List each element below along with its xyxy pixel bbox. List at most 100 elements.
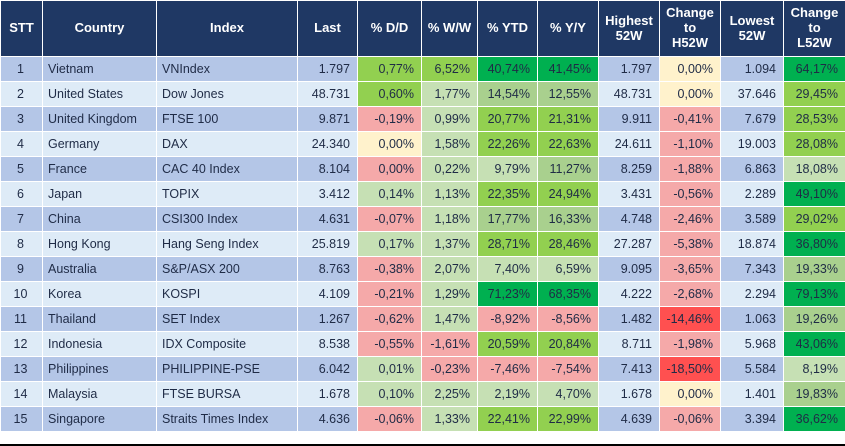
cell-index: Hang Seng Index xyxy=(156,231,298,257)
cell-dd: 0,00% xyxy=(357,156,422,182)
cell-index: TOPIX xyxy=(156,181,298,207)
cell-stt: 12 xyxy=(0,331,43,357)
cell-chg-l: 28,08% xyxy=(783,131,845,157)
table-row: 8 Hong Kong Hang Seng Index 25.819 0,17% 1,37… xyxy=(0,231,845,257)
table-row: 13 Philippines PHILIPPINE-PSE 6.042 0,01% -0,… xyxy=(0,356,845,382)
cell-high: 4.639 xyxy=(598,406,660,432)
cell-country: Indonesia xyxy=(42,331,157,357)
col-header-lowest52w: Lowest 52W xyxy=(720,0,784,57)
cell-country: China xyxy=(42,206,157,232)
cell-yy: 28,46% xyxy=(537,231,599,257)
cell-ytd: 40,74% xyxy=(477,56,538,82)
col-header-chg-l52w: Change to L52W xyxy=(783,0,845,57)
cell-low: 18.874 xyxy=(720,231,784,257)
cell-dd: -0,38% xyxy=(357,256,422,282)
cell-index: CSI300 Index xyxy=(156,206,298,232)
cell-chg-h: -3,65% xyxy=(659,256,721,282)
col-header-dd: % D/D xyxy=(357,0,422,57)
cell-ww: 2,07% xyxy=(421,256,478,282)
table-row: 4 Germany DAX 24.340 0,00% 1,58% 22,26% 22,63% 2… xyxy=(0,131,845,157)
table-row: 11 Thailand SET Index 1.267 -0,62% 1,47% -8,92… xyxy=(0,306,845,332)
cell-country: Japan xyxy=(42,181,157,207)
table-row: 15 Singapore Straits Times Index 4.636 -0,06… xyxy=(0,406,845,432)
cell-yy: -8,56% xyxy=(537,306,599,332)
cell-country: United Kingdom xyxy=(42,106,157,132)
cell-ww: 1,47% xyxy=(421,306,478,332)
table-row: 2 United States Dow Jones 48.731 0,60% 1,77% 1… xyxy=(0,81,845,107)
cell-high: 3.431 xyxy=(598,181,660,207)
col-header-ww: % W/W xyxy=(421,0,478,57)
cell-ytd: 9,79% xyxy=(477,156,538,182)
table-row: 10 Korea KOSPI 4.109 -0,21% 1,29% 71,23% 68,35%… xyxy=(0,281,845,307)
cell-yy: 21,31% xyxy=(537,106,599,132)
cell-stt: 11 xyxy=(0,306,43,332)
cell-dd: -0,62% xyxy=(357,306,422,332)
cell-ww: 6,52% xyxy=(421,56,478,82)
cell-stt: 9 xyxy=(0,256,43,282)
cell-low: 6.863 xyxy=(720,156,784,182)
cell-country: United States xyxy=(42,81,157,107)
col-header-stt: STT xyxy=(0,0,43,57)
cell-stt: 14 xyxy=(0,381,43,407)
cell-index: CAC 40 Index xyxy=(156,156,298,182)
cell-index: DAX xyxy=(156,131,298,157)
cell-chg-h: -2,68% xyxy=(659,281,721,307)
cell-low: 3.589 xyxy=(720,206,784,232)
cell-dd: -0,21% xyxy=(357,281,422,307)
cell-last: 1.267 xyxy=(297,306,358,332)
cell-country: Philippines xyxy=(42,356,157,382)
cell-ytd: 7,40% xyxy=(477,256,538,282)
cell-chg-h: 0,00% xyxy=(659,56,721,82)
cell-stt: 6 xyxy=(0,181,43,207)
cell-last: 1.797 xyxy=(297,56,358,82)
cell-low: 1.094 xyxy=(720,56,784,82)
cell-low: 5.584 xyxy=(720,356,784,382)
cell-stt: 4 xyxy=(0,131,43,157)
cell-stt: 10 xyxy=(0,281,43,307)
cell-ytd: -7,46% xyxy=(477,356,538,382)
cell-dd: -0,07% xyxy=(357,206,422,232)
cell-chg-h: -1,88% xyxy=(659,156,721,182)
cell-ww: 1,37% xyxy=(421,231,478,257)
cell-chg-l: 43,06% xyxy=(783,331,845,357)
cell-index: Straits Times Index xyxy=(156,406,298,432)
cell-high: 9.095 xyxy=(598,256,660,282)
cell-last: 8.763 xyxy=(297,256,358,282)
cell-ytd: 20,77% xyxy=(477,106,538,132)
cell-dd: 0,17% xyxy=(357,231,422,257)
col-header-ytd: % YTD xyxy=(477,0,538,57)
cell-chg-l: 18,08% xyxy=(783,156,845,182)
cell-dd: 0,60% xyxy=(357,81,422,107)
cell-high: 7.413 xyxy=(598,356,660,382)
cell-last: 4.636 xyxy=(297,406,358,432)
col-header-index: Index xyxy=(156,0,298,57)
cell-last: 3.412 xyxy=(297,181,358,207)
table-row: 12 Indonesia IDX Composite 8.538 -0,55% -1,61… xyxy=(0,331,845,357)
cell-high: 8.259 xyxy=(598,156,660,182)
cell-ytd: -8,92% xyxy=(477,306,538,332)
cell-ww: -1,61% xyxy=(421,331,478,357)
cell-index: KOSPI xyxy=(156,281,298,307)
cell-dd: -0,55% xyxy=(357,331,422,357)
cell-dd: -0,06% xyxy=(357,406,422,432)
cell-ww: -0,23% xyxy=(421,356,478,382)
cell-chg-l: 29,45% xyxy=(783,81,845,107)
cell-chg-l: 36,62% xyxy=(783,406,845,432)
cell-index: FTSE BURSA xyxy=(156,381,298,407)
cell-dd: 0,10% xyxy=(357,381,422,407)
cell-ytd: 28,71% xyxy=(477,231,538,257)
table-row: 6 Japan TOPIX 3.412 0,14% 1,13% 22,35% 24,94% 3.… xyxy=(0,181,845,207)
cell-low: 3.394 xyxy=(720,406,784,432)
cell-chg-h: -0,41% xyxy=(659,106,721,132)
cell-country: Vietnam xyxy=(42,56,157,82)
table-row: 7 China CSI300 Index 4.631 -0,07% 1,18% 17,77%… xyxy=(0,206,845,232)
cell-ytd: 71,23% xyxy=(477,281,538,307)
cell-stt: 1 xyxy=(0,56,43,82)
table-body: 1 Vietnam VNIndex 1.797 0,77% 6,52% 40,74% 41,4… xyxy=(0,56,845,432)
cell-ww: 1,13% xyxy=(421,181,478,207)
cell-last: 8.538 xyxy=(297,331,358,357)
cell-stt: 3 xyxy=(0,106,43,132)
cell-low: 7.679 xyxy=(720,106,784,132)
cell-yy: 12,55% xyxy=(537,81,599,107)
